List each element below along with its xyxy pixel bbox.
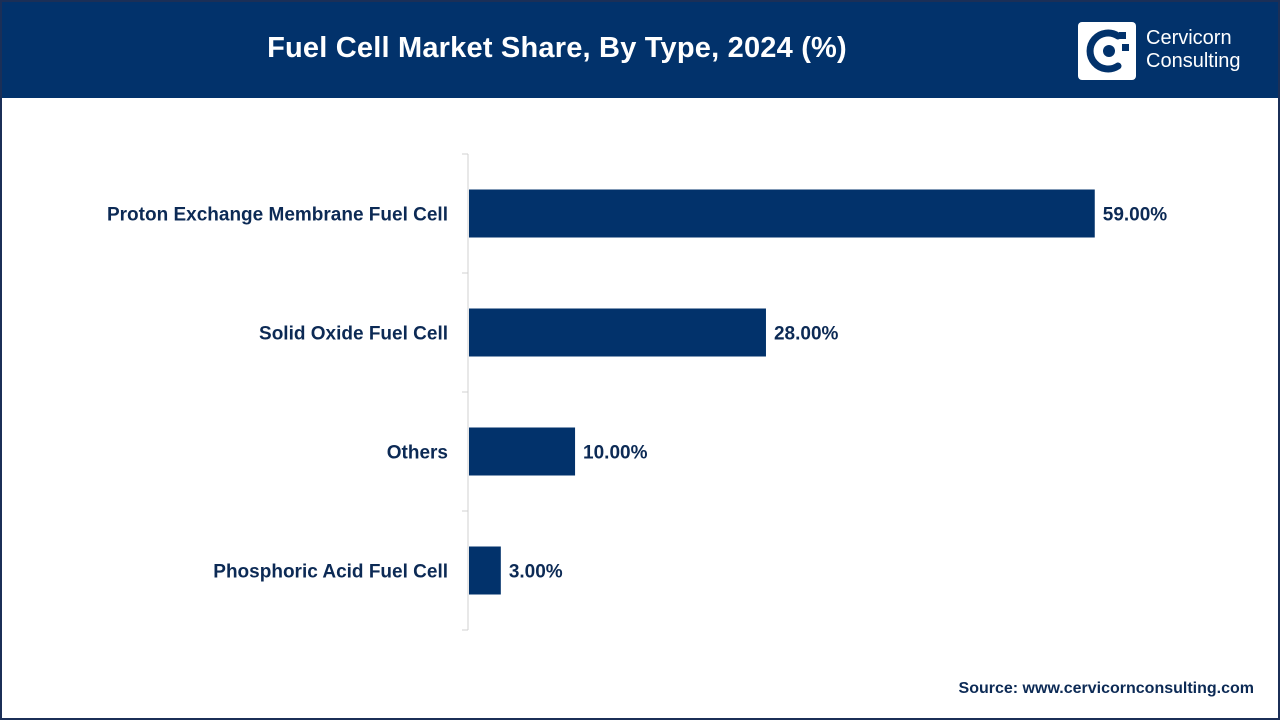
bar [469,427,576,476]
brand-logo: Cervicorn Consulting [1078,20,1268,82]
category-label: Others [387,443,448,464]
category-label: Proton Exchange Membrane Fuel Cell [107,205,448,226]
category-label: Phosphoric Acid Fuel Cell [213,562,448,583]
logo-line-2: Consulting [1146,50,1241,72]
data-label: 28.00% [774,324,839,345]
bar [469,546,501,595]
cervicorn-logo-icon [1078,22,1136,80]
data-label: 59.00% [1103,205,1168,226]
category-label: Solid Oxide Fuel Cell [259,324,448,345]
chart-title: Fuel Cell Market Share, By Type, 2024 (%… [267,32,847,64]
header-bar: Fuel Cell Market Share, By Type, 2024 (%… [2,2,1278,98]
data-label: 10.00% [583,443,648,464]
data-label: 3.00% [509,562,563,583]
bar [469,189,1095,238]
bar [469,308,766,357]
logo-text: Cervicorn Consulting [1146,27,1241,73]
logo-line-1: Cervicorn [1146,27,1232,49]
source-note: Source: www.cervicornconsulting.com [958,680,1254,697]
bar-chart: Proton Exchange Membrane Fuel Cell 59.00%… [107,153,1168,631]
